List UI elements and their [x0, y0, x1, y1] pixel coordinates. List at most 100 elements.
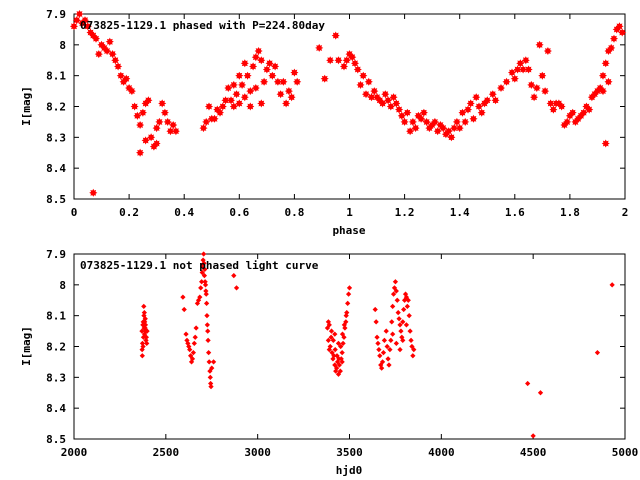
data-point — [410, 353, 416, 359]
data-point — [136, 148, 145, 157]
data-point — [324, 325, 331, 331]
data-point — [374, 334, 380, 340]
data-point — [279, 77, 288, 86]
data-point — [598, 87, 608, 96]
data-point — [202, 282, 209, 288]
data-point — [395, 309, 401, 316]
x-tick-label: 1.2 — [395, 206, 415, 219]
data-point — [601, 139, 610, 148]
data-point — [332, 346, 338, 353]
y-tick-label: 8.4 — [46, 162, 66, 175]
data-point — [541, 87, 550, 96]
data-point — [607, 43, 616, 52]
phased-light-curve-plot: 0 0.2 0.4 0.6 0.8 1 1.2 1.4 1.6 1.8 2 7.9 8 8.1 8.2 8.… — [20, 8, 628, 237]
data-point — [430, 117, 439, 126]
data-point — [372, 306, 378, 313]
x-tick-label: 0.2 — [119, 206, 139, 219]
data-point — [69, 22, 79, 31]
data-point — [367, 93, 376, 102]
plot-frame — [73, 253, 626, 440]
data-point — [257, 99, 266, 108]
data-point — [238, 80, 247, 89]
data-point — [207, 368, 213, 374]
y-tick-label: 7.9 — [46, 8, 66, 21]
data-point — [287, 93, 296, 102]
data-point — [140, 343, 146, 350]
data-point — [142, 322, 149, 328]
data-point — [411, 124, 420, 133]
data-point — [527, 80, 536, 89]
data-point — [332, 362, 338, 368]
data-point — [80, 16, 90, 25]
x-tick-label: 2 — [622, 206, 629, 219]
data-point — [325, 319, 332, 325]
data-point — [127, 87, 136, 96]
data-point — [204, 102, 214, 111]
data-point — [332, 331, 338, 337]
data-point — [141, 309, 147, 316]
data-point — [403, 108, 412, 117]
x-tick-label: 5000 — [612, 446, 639, 459]
data-point — [356, 80, 365, 89]
data-point — [546, 99, 555, 108]
y-tick-label: 8.5 — [46, 433, 66, 446]
data-point — [401, 297, 408, 303]
data-point — [557, 102, 566, 111]
data-point — [396, 316, 402, 322]
data-point — [392, 279, 399, 285]
data-point — [330, 337, 336, 343]
data-point — [89, 188, 98, 197]
data-point — [201, 251, 207, 257]
data-point — [336, 356, 342, 362]
data-point — [75, 9, 84, 19]
data-point — [141, 136, 150, 145]
data-point — [202, 117, 211, 126]
data-point — [516, 59, 525, 68]
data-point — [169, 120, 178, 130]
y-tick-label: 8.2 — [46, 341, 66, 354]
data-point — [386, 102, 395, 111]
data-point — [293, 77, 302, 86]
plot-title: 073825-1129.1 phased with P=224.80day — [80, 19, 325, 32]
data-point — [419, 108, 428, 117]
data-point — [379, 359, 386, 365]
data-point — [373, 319, 379, 325]
tick-marks — [73, 253, 626, 440]
data-points — [139, 251, 615, 439]
data-point — [381, 90, 390, 99]
data-point — [201, 272, 208, 279]
data-point — [345, 291, 352, 297]
data-point — [265, 59, 274, 68]
data-point — [400, 319, 406, 325]
data-point — [488, 90, 497, 99]
x-tick-label: 2500 — [153, 446, 180, 459]
data-point — [91, 34, 101, 43]
data-point — [218, 102, 227, 111]
data-point — [232, 90, 241, 99]
y-tick-label: 8.4 — [46, 402, 66, 415]
data-point — [163, 117, 172, 126]
data-point — [444, 127, 453, 136]
data-point — [205, 328, 211, 334]
data-point — [206, 359, 212, 365]
data-point — [188, 353, 194, 359]
data-point — [530, 433, 536, 439]
tick-marks — [73, 13, 626, 200]
data-point — [537, 390, 544, 396]
data-point — [143, 334, 149, 340]
data-point — [601, 59, 610, 68]
data-point — [404, 303, 410, 310]
data-point — [353, 65, 362, 74]
data-point — [160, 108, 169, 117]
data-point — [403, 294, 410, 300]
data-point — [191, 340, 197, 347]
data-point — [209, 365, 215, 371]
x-tick-label: 1.4 — [450, 206, 470, 219]
data-point — [205, 337, 211, 343]
data-point — [260, 77, 269, 86]
data-point — [331, 31, 340, 40]
data-point — [152, 124, 161, 133]
data-point — [398, 328, 404, 334]
data-point — [350, 59, 360, 68]
data-point — [359, 71, 368, 80]
